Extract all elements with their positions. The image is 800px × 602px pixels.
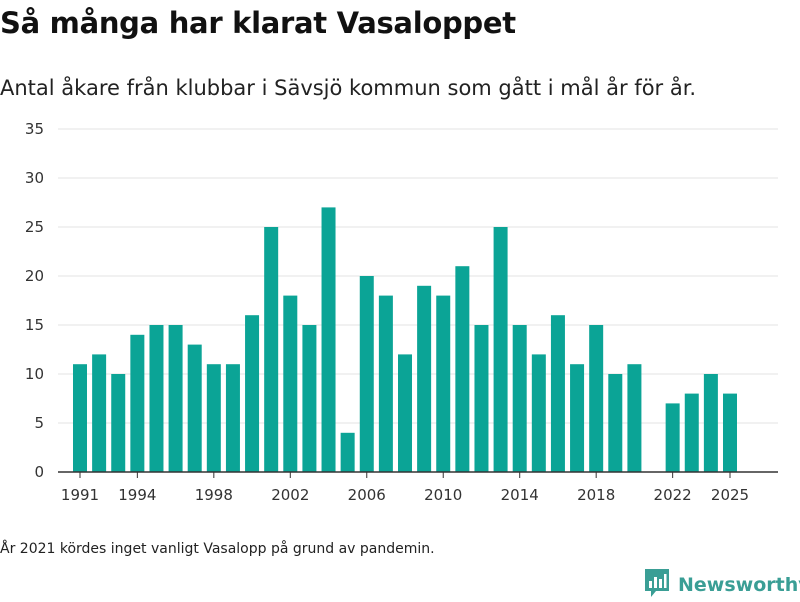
y-tick-label: 30 bbox=[25, 169, 44, 187]
newsworthy-logo-icon bbox=[644, 568, 670, 602]
x-tick-label: 2014 bbox=[501, 486, 539, 504]
brand-name: Newsworthy bbox=[678, 574, 800, 596]
y-axis-labels: 0 5 10 15 20 25 30 35 bbox=[25, 120, 44, 481]
bar-1993 bbox=[111, 374, 126, 472]
bar-2016 bbox=[550, 315, 565, 472]
bars bbox=[73, 207, 737, 472]
chart-subtitle: Antal åkare från klubbar i Sävsjö kommun… bbox=[0, 76, 697, 100]
y-tick-label: 35 bbox=[25, 120, 44, 138]
bar-1999 bbox=[225, 364, 240, 472]
bar-2023 bbox=[684, 393, 699, 472]
x-tick-label: 1991 bbox=[61, 486, 99, 504]
bar-2005 bbox=[340, 432, 355, 472]
bar-2018 bbox=[589, 325, 604, 472]
x-tick-label: 1998 bbox=[195, 486, 233, 504]
x-axis bbox=[58, 471, 778, 478]
bar-2003 bbox=[302, 325, 317, 472]
bar-2007 bbox=[378, 295, 393, 472]
bar-1997 bbox=[187, 344, 202, 472]
bar-1995 bbox=[149, 325, 164, 472]
bar-2002 bbox=[283, 295, 298, 472]
footnote: År 2021 kördes inget vanligt Vasalopp på… bbox=[0, 541, 435, 557]
bar-1991 bbox=[73, 364, 87, 472]
bar-2025 bbox=[723, 393, 737, 472]
x-tick-label: 1994 bbox=[118, 486, 156, 504]
bar-2014 bbox=[512, 325, 527, 472]
bar-2015 bbox=[531, 354, 546, 472]
x-tick-label: 2025 bbox=[711, 486, 749, 504]
bar-2001 bbox=[264, 227, 279, 472]
y-tick-label: 5 bbox=[34, 414, 44, 432]
x-tick-label: 2022 bbox=[654, 486, 692, 504]
newsworthy-brand[interactable]: Newsworthy bbox=[644, 568, 800, 602]
bar-2008 bbox=[398, 354, 412, 472]
bar-2011 bbox=[455, 266, 470, 472]
y-tick-label: 20 bbox=[25, 267, 44, 285]
bar-2017 bbox=[570, 364, 585, 472]
bar-2019 bbox=[608, 374, 623, 472]
y-tick-label: 25 bbox=[25, 218, 44, 236]
y-tick-label: 0 bbox=[34, 463, 44, 481]
bar-2000 bbox=[245, 315, 260, 472]
bar-2010 bbox=[436, 295, 451, 472]
x-tick-label: 2010 bbox=[424, 486, 462, 504]
y-tick-label: 15 bbox=[25, 316, 44, 334]
bar-2024 bbox=[703, 374, 718, 472]
bar-1998 bbox=[206, 364, 221, 472]
bar-1992 bbox=[92, 354, 107, 472]
bar-2009 bbox=[417, 285, 432, 472]
x-axis-labels: 1991 1994 1998 2002 2006 2010 2014 2018 2022 2025 bbox=[61, 486, 749, 504]
x-tick-label: 2002 bbox=[271, 486, 309, 504]
y-tick-label: 10 bbox=[25, 365, 44, 383]
bar-1996 bbox=[168, 325, 183, 472]
bar-2020 bbox=[627, 364, 642, 472]
bar-2022 bbox=[665, 403, 680, 472]
x-tick-label: 2018 bbox=[577, 486, 615, 504]
x-tick-label: 2006 bbox=[348, 486, 386, 504]
bar-2013 bbox=[493, 227, 508, 472]
bar-2006 bbox=[359, 276, 374, 472]
bar-2012 bbox=[474, 325, 489, 472]
bar-1994 bbox=[130, 334, 145, 472]
bar-2004 bbox=[321, 207, 336, 472]
chart-title: Så många har klarat Vasaloppet bbox=[0, 6, 516, 40]
